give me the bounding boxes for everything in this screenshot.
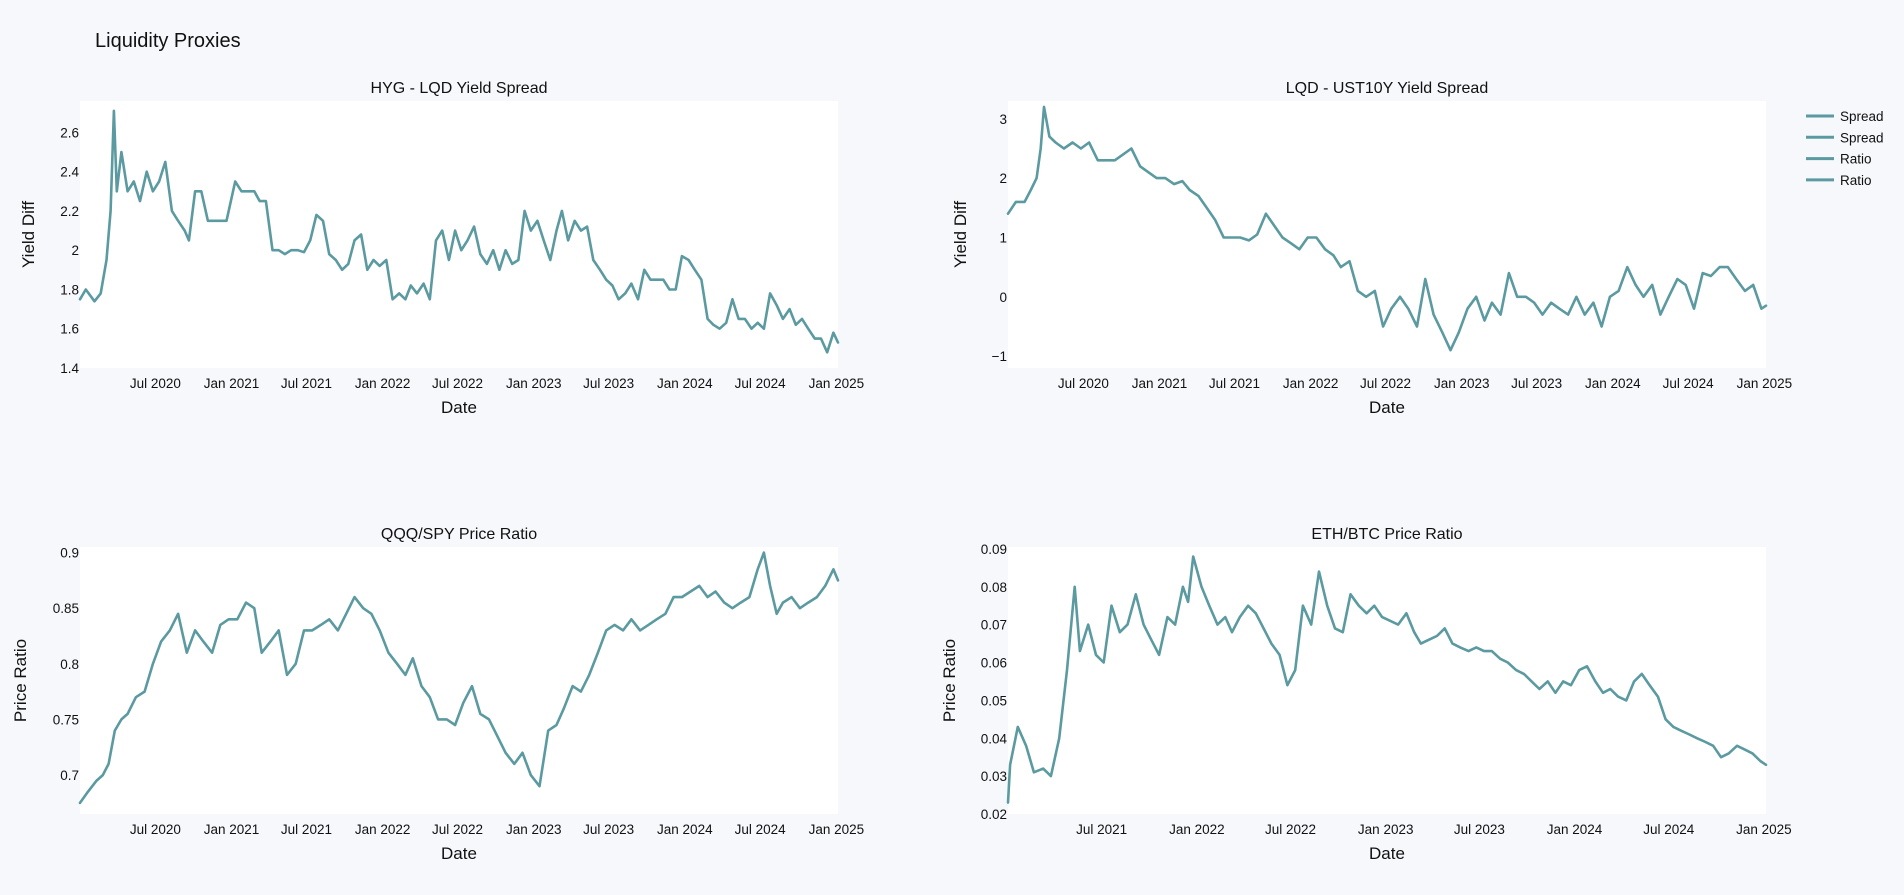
- x-tick-label: Jul 2020: [130, 822, 181, 837]
- legend-label: Ratio: [1840, 152, 1872, 167]
- x-axis-label: Date: [1369, 398, 1405, 417]
- y-tick-label: 0.75: [53, 712, 79, 727]
- plot-area: [1008, 101, 1766, 368]
- y-tick-label: 0.8: [60, 657, 79, 672]
- x-tick-label: Jan 2023: [506, 822, 562, 837]
- panel-eth-btc: ETH/BTC Price Ratio 0.02 0.03 0.04 0.05 0.06 0…: [940, 526, 1792, 863]
- x-tick-label: Jul 2022: [432, 822, 483, 837]
- y-tick-label: 0.05: [981, 693, 1007, 708]
- x-tick-label: Jul 2022: [1360, 376, 1411, 391]
- y-tick-label: 0.08: [981, 580, 1007, 595]
- x-tick-label: Jan 2024: [657, 376, 713, 391]
- x-axis-label: Date: [1369, 844, 1405, 863]
- panel-qqq-spy: QQQ/SPY Price Ratio 0.7 0.75 0.8 0.85 0.9 Jul …: [11, 526, 864, 863]
- panel-title: ETH/BTC Price Ratio: [1311, 526, 1462, 543]
- x-tick-label: Jan 2022: [1283, 376, 1339, 391]
- legend-label: Spread: [1840, 130, 1884, 145]
- x-tick-label: Jan 2024: [1547, 822, 1603, 837]
- x-tick-label: Jul 2022: [1265, 822, 1316, 837]
- y-tick-label: 2.4: [60, 165, 79, 180]
- series-line: [78, 551, 840, 805]
- panel-lqd-ust10y: LQD - UST10Y Yield Spread −1 0 1 2 3 Jul 2020 J…: [951, 80, 1792, 417]
- panel-hyg-lqd: HYG - LQD Yield Spread 1.4 1.6 1.8 2 2.2 2.4 2.…: [19, 80, 864, 417]
- x-tick-label: Jan 2022: [355, 822, 411, 837]
- y-tick-label: 0.85: [53, 601, 79, 616]
- y-tick-label: 1.6: [60, 322, 79, 337]
- x-tick-label: Jul 2023: [1454, 822, 1505, 837]
- y-tick-label: 0: [999, 290, 1007, 305]
- x-tick-label: Jul 2023: [583, 822, 634, 837]
- y-tick-label: 0.09: [981, 542, 1007, 557]
- legend: Spread Spread Ratio Ratio: [1806, 109, 1884, 188]
- x-tick-label: Jan 2021: [204, 822, 260, 837]
- panel-title: HYG - LQD Yield Spread: [371, 80, 548, 97]
- y-axis-label: Price Ratio: [940, 639, 959, 722]
- x-tick-label: Jul 2022: [432, 376, 483, 391]
- x-tick-label: Jul 2024: [1643, 822, 1695, 837]
- y-tick-label: 0.02: [981, 807, 1007, 822]
- x-tick-label: Jan 2022: [355, 376, 411, 391]
- y-tick-label: 3: [999, 112, 1007, 127]
- x-tick-label: Jul 2024: [1663, 376, 1715, 391]
- x-tick-label: Jan 2021: [1132, 376, 1188, 391]
- x-axis-label: Date: [441, 398, 477, 417]
- y-tick-label: 0.04: [981, 731, 1008, 746]
- x-tick-label: Jan 2021: [204, 376, 260, 391]
- x-tick-label: Jan 2023: [506, 376, 562, 391]
- x-tick-label: Jul 2021: [1076, 822, 1127, 837]
- x-tick-label: Jan 2025: [809, 822, 865, 837]
- plot-area: [1008, 547, 1766, 814]
- plot-area: [80, 547, 838, 814]
- x-tick-label: Jul 2021: [281, 376, 332, 391]
- x-tick-label: Jul 2020: [130, 376, 181, 391]
- panel-title: QQQ/SPY Price Ratio: [381, 526, 537, 543]
- y-axis-label: Price Ratio: [11, 639, 30, 722]
- y-tick-label: 0.03: [981, 769, 1007, 784]
- series-line: [1006, 555, 1768, 804]
- x-tick-label: Jul 2021: [281, 822, 332, 837]
- plot-area: [80, 101, 838, 368]
- x-tick-label: Jan 2025: [1737, 376, 1793, 391]
- x-tick-label: Jan 2023: [1434, 376, 1490, 391]
- x-tick-label: Jul 2023: [583, 376, 634, 391]
- y-tick-label: 2: [999, 171, 1007, 186]
- x-tick-label: Jan 2022: [1169, 822, 1225, 837]
- legend-label: Spread: [1840, 109, 1884, 124]
- x-tick-label: Jan 2024: [1585, 376, 1641, 391]
- x-tick-label: Jul 2021: [1209, 376, 1260, 391]
- y-tick-label: 0.07: [981, 618, 1007, 633]
- y-tick-label: 2: [71, 243, 79, 258]
- series-line: [1006, 105, 1768, 352]
- x-tick-label: Jul 2024: [735, 376, 787, 391]
- y-tick-label: −1: [992, 349, 1007, 364]
- series-line: [78, 109, 840, 354]
- y-tick-label: 2.6: [60, 125, 79, 140]
- y-axis-label: Yield Diff: [951, 201, 970, 268]
- y-tick-label: 2.2: [60, 204, 79, 219]
- y-tick-label: 1.8: [60, 282, 79, 297]
- figure-title: Liquidity Proxies: [95, 30, 241, 52]
- x-axis-label: Date: [441, 844, 477, 863]
- y-tick-label: 0.06: [981, 656, 1007, 671]
- x-tick-label: Jul 2020: [1058, 376, 1109, 391]
- y-tick-label: 0.7: [60, 768, 79, 783]
- x-tick-label: Jul 2024: [735, 822, 787, 837]
- x-tick-label: Jul 2023: [1511, 376, 1562, 391]
- y-axis-label: Yield Diff: [19, 201, 38, 268]
- x-tick-label: Jan 2023: [1358, 822, 1414, 837]
- y-tick-label: 0.9: [60, 546, 79, 561]
- y-tick-label: 1.4: [60, 361, 79, 376]
- x-tick-label: Jan 2025: [1736, 822, 1792, 837]
- legend-label: Ratio: [1840, 173, 1872, 188]
- panel-title: LQD - UST10Y Yield Spread: [1286, 80, 1488, 97]
- x-tick-label: Jan 2024: [657, 822, 713, 837]
- y-tick-label: 1: [999, 230, 1007, 245]
- x-tick-label: Jan 2025: [809, 376, 865, 391]
